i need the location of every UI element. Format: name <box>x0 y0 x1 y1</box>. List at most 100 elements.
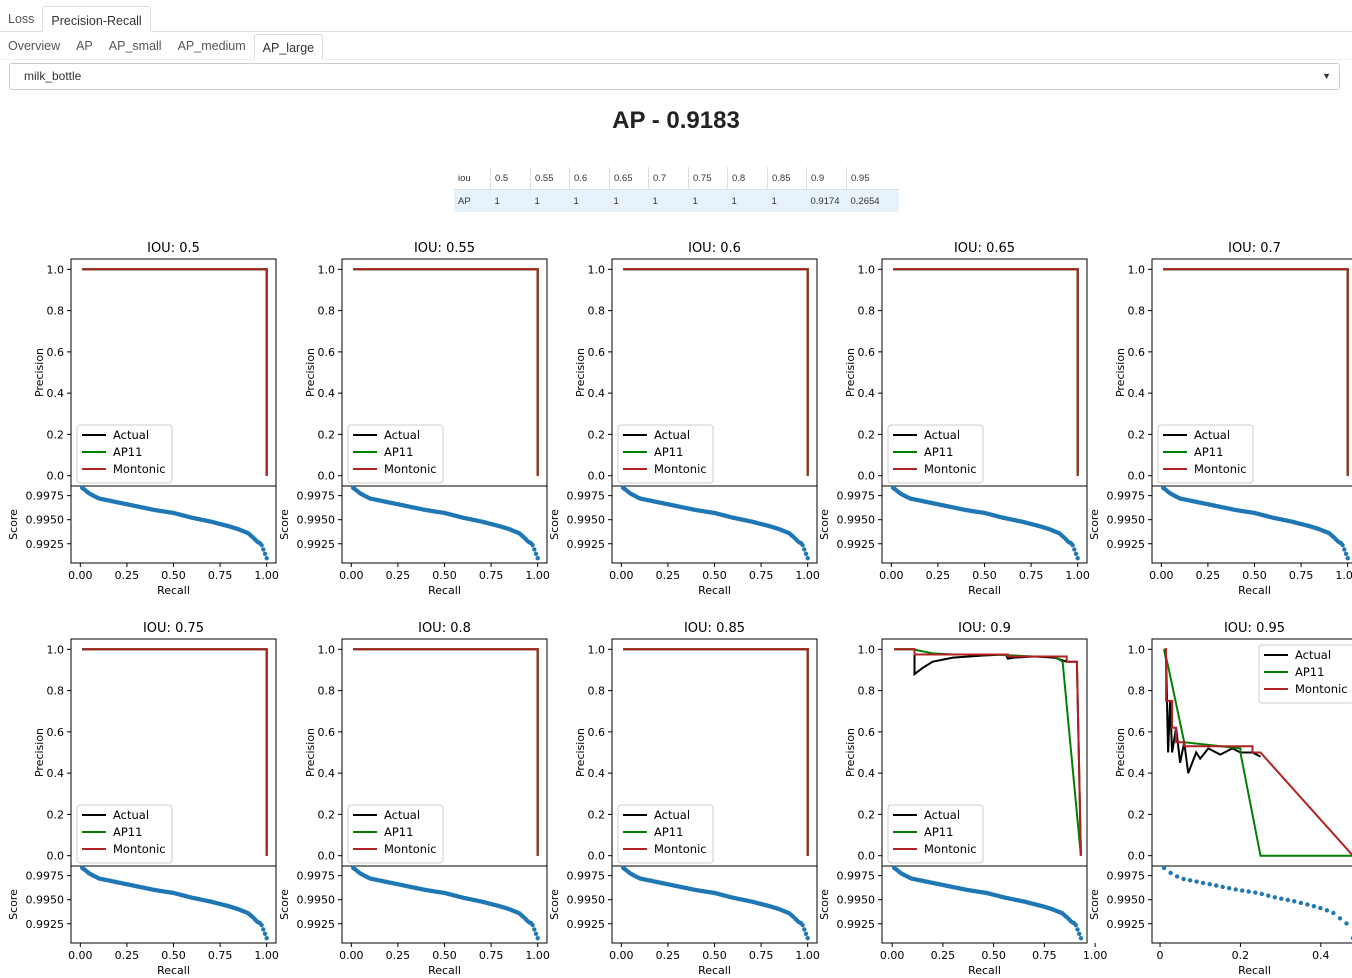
score-point <box>1337 916 1343 921</box>
x-axis-label: Recall <box>968 584 1001 597</box>
y-tick-label: 0.9975 <box>837 870 876 883</box>
sub-tabs: Overview AP AP_small AP_medium AP_large <box>0 31 1352 60</box>
score-point <box>1072 547 1077 552</box>
y-tick-label: 0.9925 <box>837 538 876 551</box>
x-tick-label: 0 <box>1157 949 1164 962</box>
score-point <box>805 936 810 941</box>
y-tick-label: 0.0 <box>318 850 336 863</box>
y-tick-label: 0.9950 <box>1107 894 1146 907</box>
ap-table-iou: 0.75 <box>688 167 728 190</box>
tab-ap[interactable]: AP <box>76 39 93 53</box>
score-point <box>1331 910 1336 916</box>
x-tick-label: 0.25 <box>386 569 411 582</box>
y-axis-label: Precision <box>574 728 587 777</box>
y-tick-label: 0.8 <box>318 305 336 318</box>
x-tick-label: 0.50 <box>1242 569 1267 582</box>
tab-precision-recall[interactable]: Precision-Recall <box>42 6 151 32</box>
x-tick-label: 1.00 <box>795 569 820 582</box>
y-axis-label: Precision <box>304 348 317 397</box>
panel-title: IOU: 0.5 <box>147 241 200 256</box>
y-tick-label: 0.4 <box>1128 767 1146 780</box>
x-axis-label: Recall <box>157 584 190 597</box>
score-point <box>1344 921 1349 926</box>
score-point <box>1342 547 1347 552</box>
score-point <box>1214 883 1219 888</box>
score-point <box>802 547 807 552</box>
x-tick-label: 0.25 <box>656 949 681 962</box>
class-select[interactable]: milk_bottle ▼ <box>9 63 1340 90</box>
x-tick-label: 0.75 <box>479 949 504 962</box>
y-tick-label: 0.9925 <box>297 918 336 931</box>
score-point <box>1272 895 1278 900</box>
series-ap11 <box>1163 649 1352 857</box>
y-tick-label: 0.0 <box>858 850 876 863</box>
pr-panel-0.65: IOU: 0.65 0.0 0.2 0.4 0.6 0.8 1.0 Precision Actu… <box>818 241 1090 597</box>
ap-table-value: 0.2654 <box>846 189 899 212</box>
legend-label: Montonic <box>924 842 977 856</box>
y-tick-label: 0.6 <box>588 726 606 739</box>
score-point <box>1174 874 1180 879</box>
score-point <box>1266 893 1271 898</box>
score-point <box>1311 904 1317 909</box>
score-point <box>1075 556 1080 561</box>
series-actual <box>1163 649 1261 774</box>
tab-ap-medium[interactable]: AP_medium <box>177 39 246 53</box>
y-tick-label: 0.9925 <box>1107 538 1146 551</box>
score-point <box>1279 896 1284 901</box>
score-point <box>1187 878 1193 883</box>
y-tick-label: 0.4 <box>588 387 606 400</box>
y-tick-label: 0.4 <box>858 387 876 400</box>
score-point <box>1298 900 1304 906</box>
legend-label: AP11 <box>654 445 683 459</box>
pr-panel-0.55: IOU: 0.55 0.0 0.2 0.4 0.6 0.8 1.0 Precision Actu… <box>278 241 550 597</box>
score-point <box>1345 556 1350 561</box>
score-point <box>803 931 809 936</box>
chevron-down-icon: ▼ <box>1322 71 1331 81</box>
tab-ap-large[interactable]: AP_large <box>253 34 324 60</box>
y-tick-label: 0.0 <box>1128 850 1146 863</box>
legend-label: AP11 <box>1295 665 1324 679</box>
score-point <box>262 931 268 936</box>
x-tick-label: 1.00 <box>1335 569 1352 582</box>
y-tick-label: 0.2 <box>588 808 606 821</box>
y-tick-label: 0.9925 <box>567 538 606 551</box>
score-point <box>1240 888 1245 893</box>
x-tick-label: 0.75 <box>1019 569 1044 582</box>
y-tick-label: 0.9925 <box>297 538 336 551</box>
panel-title: IOU: 0.9 <box>958 621 1011 636</box>
series-montonic <box>623 648 809 856</box>
y-tick-label: 1.0 <box>318 643 336 656</box>
ap-table-iou: 0.7 <box>648 167 689 190</box>
y-tick-label: 0.9950 <box>26 514 65 527</box>
y-tick-label: 0.0 <box>588 850 606 863</box>
y-tick-label: 0.2 <box>858 808 876 821</box>
x-tick-label: 0.75 <box>749 569 774 582</box>
x-tick-label: 0.4 <box>1312 949 1330 962</box>
score-point <box>800 922 805 928</box>
legend-label: Montonic <box>654 842 707 856</box>
ap-table-iou: 0.8 <box>727 167 768 190</box>
ap-table-value: 1 <box>569 189 610 212</box>
y-tick-label: 0.6 <box>858 346 876 359</box>
y-tick-label: 0.9925 <box>567 918 606 931</box>
legend-label: AP11 <box>924 445 953 459</box>
panel-title: IOU: 0.95 <box>1224 621 1285 636</box>
y-axis-label: Score <box>1088 889 1101 920</box>
ap-table-value: 1 <box>688 189 728 212</box>
tab-overview[interactable]: Overview <box>8 39 61 53</box>
y-tick-label: 0.2 <box>1128 428 1146 441</box>
tab-ap-small[interactable]: AP_small <box>108 39 162 53</box>
score-point <box>1285 897 1291 903</box>
y-tick-label: 0.0 <box>858 470 876 483</box>
ap-table-iou: 0.85 <box>767 167 807 190</box>
x-tick-label: 0.50 <box>702 949 727 962</box>
legend: Actual AP11 Montonic <box>617 424 714 484</box>
ap-title: AP - 0.9183 <box>612 107 740 134</box>
tab-loss[interactable]: Loss <box>8 12 35 26</box>
legend-label: Actual <box>384 808 420 822</box>
legend-label: AP11 <box>384 825 413 839</box>
ap-table-iou: 0.6 <box>569 167 610 190</box>
y-axis-label: Score <box>818 889 831 920</box>
score-point <box>261 927 266 932</box>
